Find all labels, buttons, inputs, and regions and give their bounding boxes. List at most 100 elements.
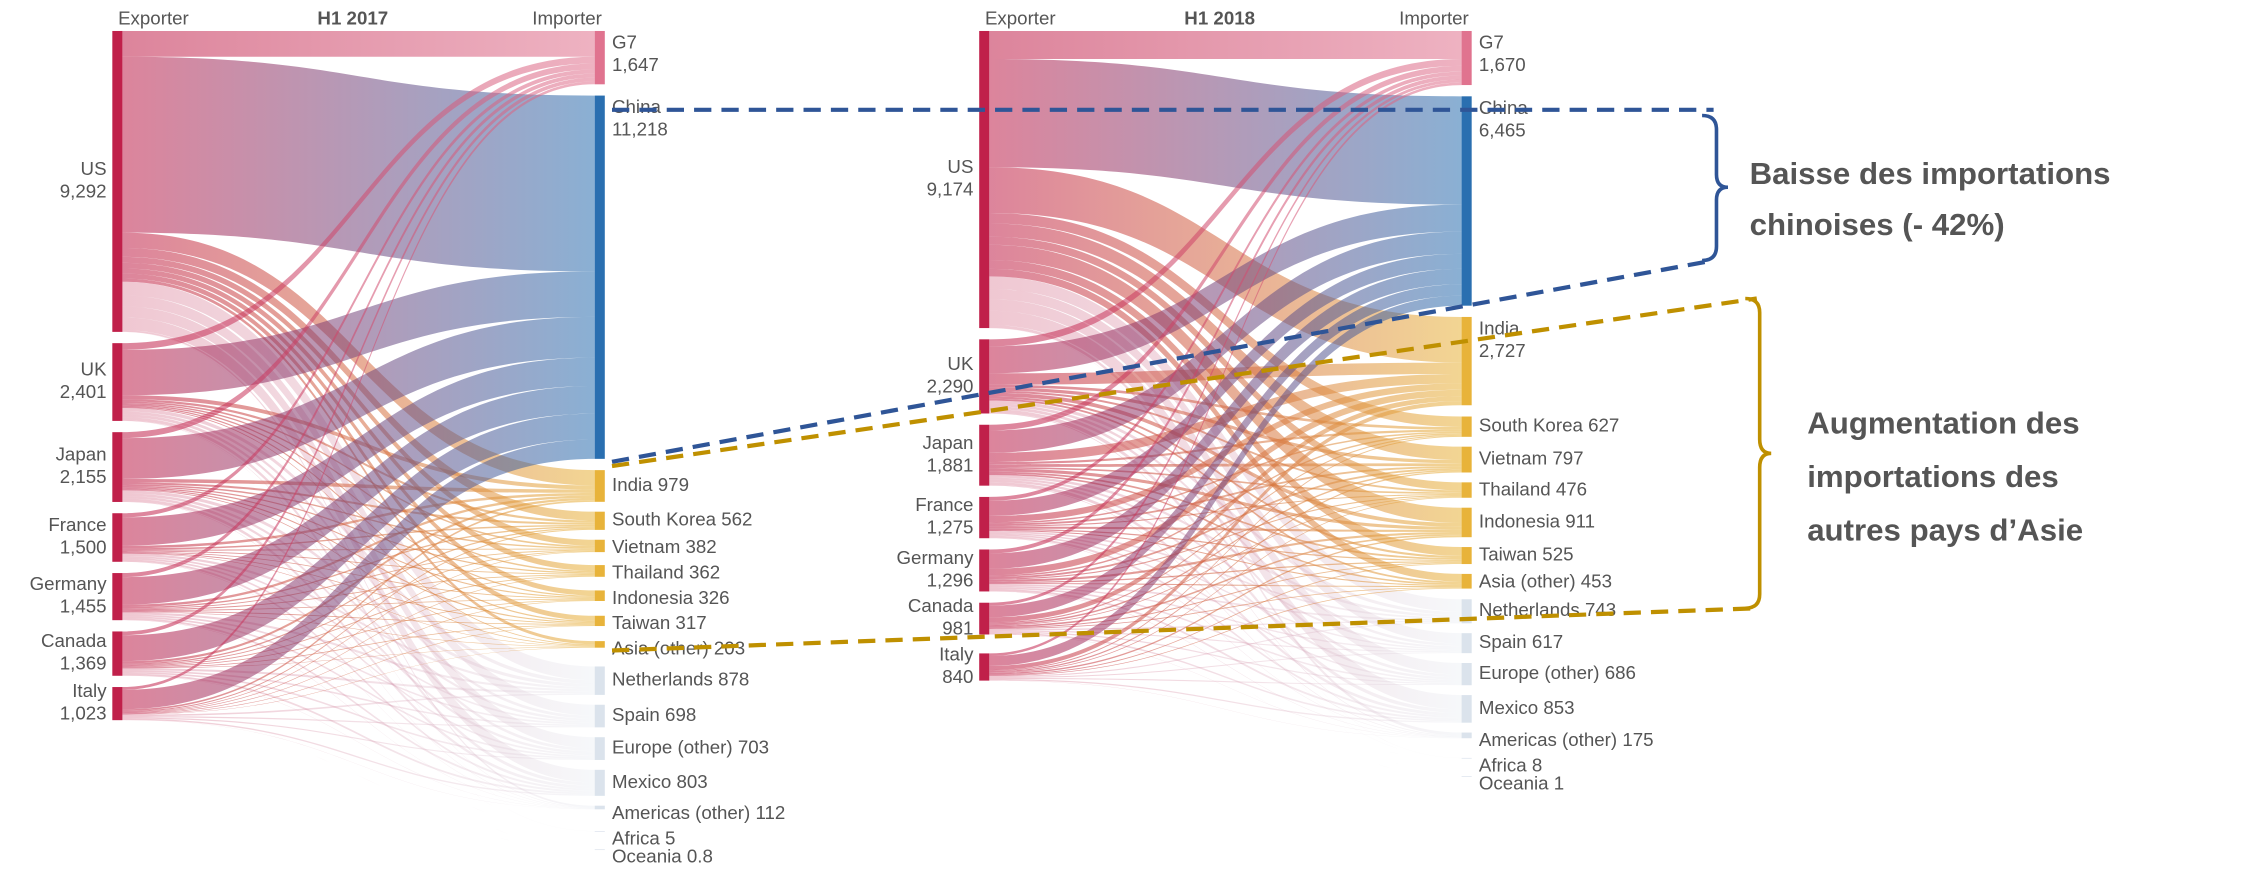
flow xyxy=(122,420,595,808)
bracket xyxy=(1745,296,1772,611)
target-value: 979 xyxy=(658,474,689,495)
flow xyxy=(989,434,1462,624)
target-node xyxy=(594,831,605,832)
target-value: 175 xyxy=(1622,729,1653,750)
target-node xyxy=(594,641,605,648)
flow xyxy=(122,63,595,439)
flow xyxy=(989,469,1462,625)
flow xyxy=(989,680,1462,777)
target-value: 743 xyxy=(1585,599,1616,620)
target-value: 2,727 xyxy=(1479,340,1526,361)
flow xyxy=(122,561,595,809)
flow xyxy=(989,284,1462,618)
flow xyxy=(989,634,1462,777)
target-label: Vietnam 797 xyxy=(1479,448,1584,469)
bracket xyxy=(1701,113,1729,263)
flow xyxy=(989,634,1462,759)
flow xyxy=(122,693,595,717)
target-name: Thailand xyxy=(1479,479,1551,500)
target-name: G7 xyxy=(612,32,637,53)
target-label: India 979 xyxy=(612,474,689,495)
flow xyxy=(122,77,595,636)
target-value: 8 xyxy=(1532,754,1542,775)
source-value: 1,455 xyxy=(60,596,107,617)
target-label: South Korea 562 xyxy=(612,509,752,530)
target-name: Europe (other) xyxy=(1479,662,1600,683)
target-value: 476 xyxy=(1556,479,1587,500)
flow xyxy=(989,538,1462,759)
target-name: Vietnam xyxy=(612,536,680,557)
flow xyxy=(122,555,595,723)
target-node xyxy=(594,666,605,695)
flow xyxy=(122,417,595,786)
flow xyxy=(122,647,595,715)
source-node xyxy=(112,432,123,502)
target-node xyxy=(594,849,605,851)
flow xyxy=(122,625,595,715)
flows xyxy=(122,30,1462,850)
flow xyxy=(122,559,595,791)
source-name: France xyxy=(48,514,106,535)
flow xyxy=(989,631,1462,685)
flow xyxy=(122,405,595,623)
target-value: 797 xyxy=(1552,448,1583,469)
flow xyxy=(989,58,1462,347)
source-name: Italy xyxy=(939,644,974,665)
flow xyxy=(989,485,1462,777)
source-name: Canada xyxy=(908,595,974,616)
flow xyxy=(989,482,1462,716)
target-label: South Korea 627 xyxy=(1479,415,1619,436)
target-value: 878 xyxy=(718,669,749,690)
flow xyxy=(989,236,1462,491)
flow xyxy=(122,553,595,647)
target-node xyxy=(594,470,605,502)
target-node xyxy=(1461,96,1472,306)
target-value: 525 xyxy=(1542,544,1573,565)
source-value: 2,401 xyxy=(60,381,107,402)
target-label: Mexico 853 xyxy=(1479,697,1575,718)
flow xyxy=(989,268,1462,569)
target-node xyxy=(594,565,605,577)
target-value: 686 xyxy=(1605,662,1636,683)
flow xyxy=(989,79,1462,606)
target-name: China xyxy=(612,96,662,117)
flow xyxy=(989,406,1462,678)
flow xyxy=(122,528,595,712)
chart-title: H1 2017 xyxy=(317,8,388,29)
flow xyxy=(989,537,1462,738)
flow xyxy=(122,56,595,350)
target-label: Africa 5 xyxy=(612,828,675,849)
flow xyxy=(122,611,595,647)
target-node xyxy=(1461,316,1472,406)
flow xyxy=(989,587,1462,676)
source-name: US xyxy=(81,158,107,179)
target-label: Spain 698 xyxy=(612,704,696,725)
flow xyxy=(122,357,595,546)
source-node xyxy=(979,653,990,681)
target-node xyxy=(1461,446,1472,473)
flow xyxy=(122,719,595,810)
target-label: Oceania 0.8 xyxy=(612,846,713,867)
flow xyxy=(989,587,1462,683)
flow xyxy=(989,253,1462,516)
flow xyxy=(122,717,595,760)
flow xyxy=(989,299,1462,675)
target-name: Indonesia xyxy=(1479,510,1561,531)
target-name: Oceania xyxy=(1479,773,1549,794)
flow xyxy=(122,439,595,710)
flow xyxy=(989,466,1462,526)
source-node xyxy=(979,30,990,329)
flow xyxy=(122,527,595,665)
flow xyxy=(989,485,1462,737)
flow xyxy=(989,433,1462,577)
flow xyxy=(122,646,595,669)
source-name: UK xyxy=(947,353,974,374)
target-name: Asia (other) xyxy=(1479,570,1576,591)
source-name: France xyxy=(915,494,973,515)
source-node xyxy=(979,424,990,486)
flow xyxy=(122,81,595,690)
flow xyxy=(989,630,1462,653)
flow xyxy=(122,670,595,727)
flow xyxy=(122,281,595,681)
